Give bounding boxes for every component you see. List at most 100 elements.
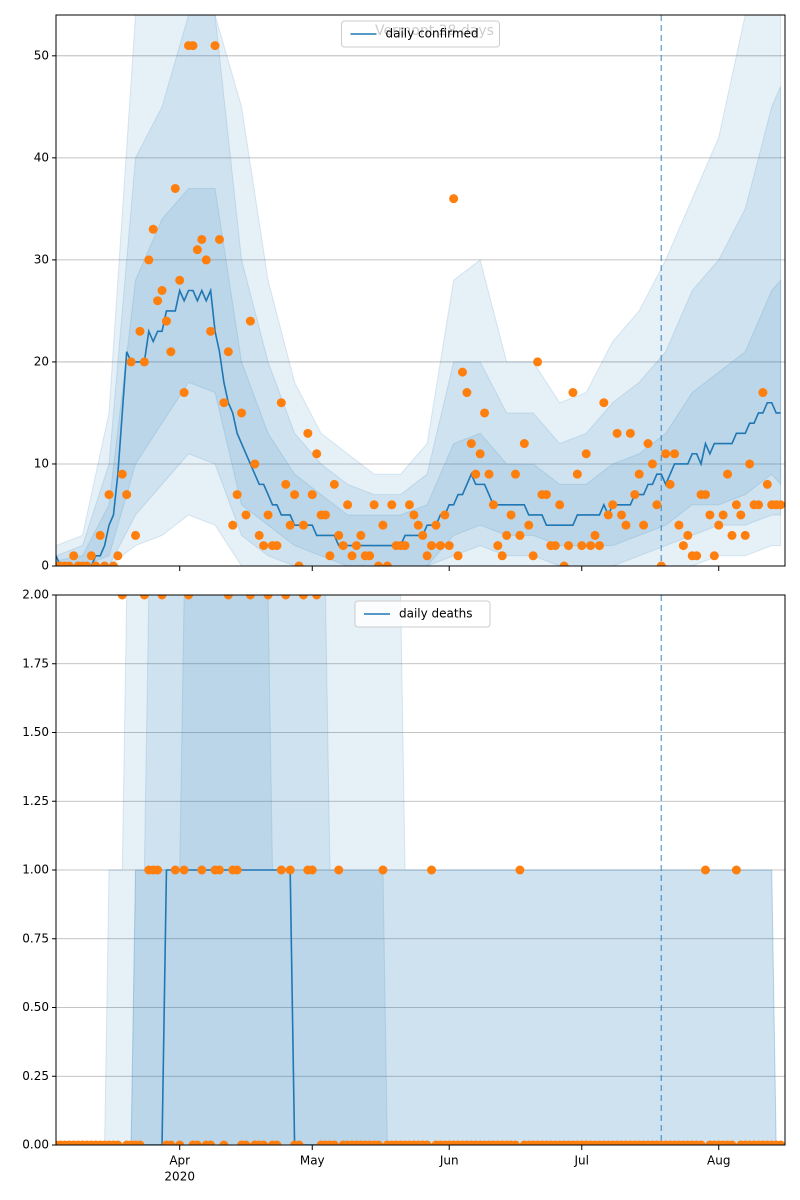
data-point [139,595,149,600]
data-point [444,541,454,551]
data-point [471,469,481,479]
data-point [696,1140,706,1145]
data-point [206,1140,216,1145]
y-tick-label: 1.75 [22,656,49,670]
data-point [586,541,596,551]
data-point [524,520,534,530]
data-point [519,439,529,449]
data-point [493,541,503,551]
data-point [153,296,163,306]
data-point [387,500,397,510]
data-point [113,1140,123,1145]
data-point [745,459,755,469]
data-point [378,520,388,530]
data-point [435,541,445,551]
data-point [480,408,490,418]
data-point [232,490,242,500]
data-point [144,255,154,265]
data-point [272,541,282,551]
data-point [369,500,379,510]
data-point [334,530,344,540]
y-tick-label: 50 [34,48,49,62]
x-tick-label: Jul [574,1154,589,1168]
data-point [502,530,512,540]
data-point [285,520,295,530]
data-point [555,500,565,510]
x-tick-label: Aug [707,1154,730,1168]
x-tick-label: Apr [169,1154,190,1168]
data-point [709,551,719,561]
x-tick-label: May [300,1154,325,1168]
data-point [232,865,242,875]
data-point [776,1140,785,1145]
axes-frame [55,14,786,567]
data-point [431,520,441,530]
data-point [457,367,467,377]
data-point [572,469,582,479]
data-point [731,500,741,510]
data-point [714,520,724,530]
data-point [510,1140,520,1145]
y-tick-label: 1.00 [22,863,49,877]
data-point [338,541,348,551]
data-point [700,490,710,500]
data-point [329,1140,339,1145]
data-point [700,865,710,875]
data-point [139,357,149,367]
data-point [577,541,587,551]
data-point [639,520,649,530]
x-tick-label: Jun [439,1154,459,1168]
data-point [192,1140,202,1145]
data-point [484,469,494,479]
axes-frame [55,594,786,1146]
plot-area [56,15,785,566]
data-point [630,490,640,500]
data-point [179,865,189,875]
data-point [683,530,693,540]
data-point [404,500,414,510]
data-point [223,347,233,357]
data-point [153,865,163,875]
data-point [100,561,110,566]
data-point [776,500,785,510]
data-point [157,595,167,600]
data-point [515,530,525,540]
y-tick-label: 10 [34,456,49,470]
data-point [184,595,194,600]
data-point [206,326,216,336]
data-point [422,1140,432,1145]
data-point [157,286,167,295]
data-point [263,595,273,600]
data-point [250,459,260,469]
data-point [298,520,308,530]
data-point [550,541,560,551]
data-point [113,551,123,561]
data-point [298,595,308,600]
data-point [214,234,224,244]
data-point [621,520,631,530]
data-point [528,551,538,561]
data-point [64,561,74,566]
data-point [427,541,437,551]
data-point [245,316,255,326]
data-point [276,398,286,408]
data-point [665,479,675,489]
data-point [727,1140,737,1145]
y-tick-label: 30 [34,252,49,266]
data-point [351,541,361,551]
data-point [272,1140,282,1145]
data-point [175,1140,185,1145]
data-point [670,449,680,459]
data-point [568,388,578,398]
data-point [117,469,127,479]
data-point [758,388,768,398]
data-point [427,865,437,875]
data-point [462,388,472,398]
data-point [259,1140,269,1145]
data-point [643,439,653,449]
data-point [334,865,344,875]
data-point [312,449,322,459]
data-point [179,388,189,398]
x-year-label: 2020 [164,1170,195,1184]
